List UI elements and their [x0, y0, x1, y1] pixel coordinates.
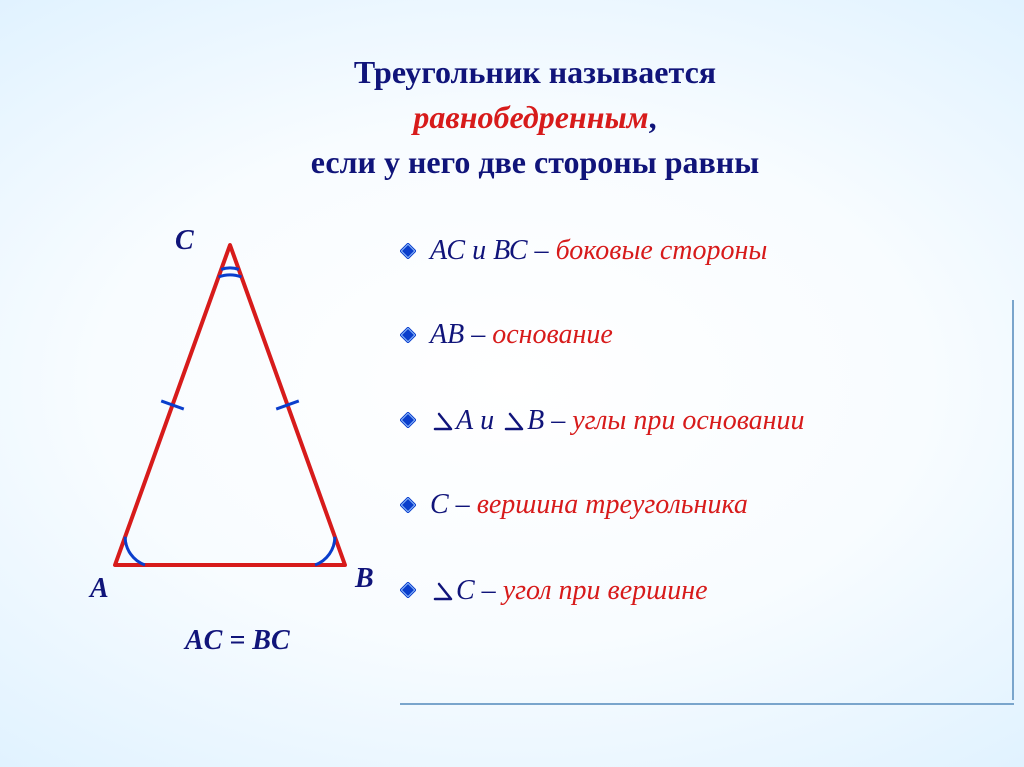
vertex-label-b: B [355, 563, 374, 595]
heading-line3: если у него две стороны равны [170, 140, 900, 185]
bullet-text: А и В – углы при основании [430, 403, 805, 437]
vertex-label-c: C [175, 225, 194, 257]
bullet-item: А и В – углы при основании [400, 403, 1000, 437]
heading-emph: равнобедренным [413, 99, 648, 135]
bullet-item: АС и ВС – боковые стороны [400, 235, 1000, 267]
bullet-text: АС и ВС – боковые стороны [430, 235, 767, 267]
decor-bottom-line [400, 703, 1014, 707]
diamond-bullet-icon [400, 412, 416, 428]
decor-side-line [1012, 300, 1024, 700]
bullet-item: С – угол при вершине [400, 573, 1000, 607]
bullet-item: С – вершина треугольника [400, 489, 1000, 521]
slide-heading: Треугольник называется равнобедренным, е… [170, 50, 900, 184]
equation-label: AC = BC [185, 625, 290, 657]
bullet-list: АС и ВС – боковые стороны АВ – основание… [400, 235, 1000, 659]
diamond-bullet-icon [400, 327, 416, 343]
diamond-bullet-icon [400, 497, 416, 513]
triangle-svg [80, 225, 380, 585]
triangle-figure: C A B AC = BC [80, 225, 380, 655]
bullet-text: С – вершина треугольника [430, 489, 748, 521]
heading-punct: , [649, 99, 657, 135]
diamond-bullet-icon [400, 582, 416, 598]
heading-line1: Треугольник называется [354, 54, 716, 90]
bullet-text: АВ – основание [430, 319, 613, 351]
bullet-text: С – угол при вершине [430, 573, 708, 607]
vertex-label-a: A [90, 573, 109, 605]
diamond-bullet-icon [400, 243, 416, 259]
bullet-item: АВ – основание [400, 319, 1000, 351]
